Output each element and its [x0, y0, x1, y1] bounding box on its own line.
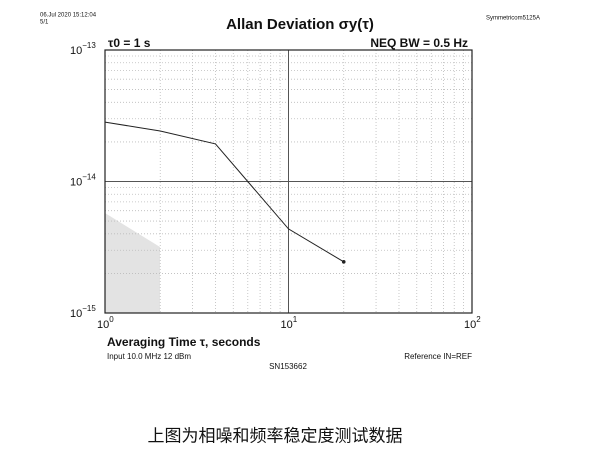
x-tick-label: 101: [281, 315, 298, 331]
noise-floor-region: [105, 213, 160, 313]
annotation: NEQ BW = 0.5 Hz: [370, 36, 468, 50]
y-tick-label: 10−13: [70, 41, 96, 57]
data-line: [104, 121, 344, 263]
chart-title: Allan Deviation σy(τ): [226, 16, 374, 33]
annotation: 5/1: [40, 20, 49, 26]
plot-frame: [104, 49, 473, 314]
end-point: [341, 260, 346, 264]
y-tick-label: 10−15: [70, 304, 96, 320]
annotation: τ0 = 1 s: [108, 36, 151, 50]
annotation: Reference IN=REF: [404, 352, 472, 361]
annotation: Symmetricom5125A: [486, 16, 540, 22]
annotation: SN153662: [269, 362, 307, 371]
x-axis-label: Averaging Time τ, seconds: [107, 335, 261, 349]
x-tick-label: 102: [464, 315, 481, 331]
annotation: 06.Jul 2020 15:12:04: [40, 13, 97, 19]
y-tick-label: 10−14: [70, 173, 96, 189]
caption: 上图为相噪和频率稳定度测试数据: [148, 426, 403, 445]
annotation: Input 10.0 MHz 12 dBm: [107, 352, 191, 361]
x-tick-label: 100: [97, 315, 114, 331]
